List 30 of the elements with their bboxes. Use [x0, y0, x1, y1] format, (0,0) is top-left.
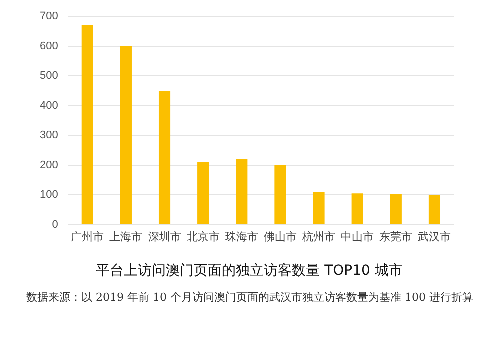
bar — [120, 46, 132, 224]
y-tick-label: 700 — [40, 10, 58, 23]
bar — [352, 194, 364, 224]
x-tick-label: 佛山市 — [264, 230, 297, 244]
bar — [158, 90, 171, 224]
y-tick-label: 300 — [40, 130, 58, 142]
x-tick-label: 深圳市 — [148, 230, 182, 244]
x-tick-label: 上海市 — [110, 230, 143, 244]
bar — [313, 192, 325, 224]
x-tick-label: 珠海市 — [225, 230, 258, 244]
bar — [274, 165, 286, 224]
text: 平台上访问澳门页面的独立访客数量 TOP10 城市 — [95, 262, 404, 280]
y-tick-label: 500 — [40, 70, 58, 82]
x-tick-label: 东莞市 — [380, 230, 413, 244]
x-tick-label: 杭州市 — [302, 230, 336, 244]
bar — [390, 194, 402, 224]
bar — [428, 195, 441, 224]
source-note: 数据来源：以 2019 年前 10 个月访问澳门页面的武汉市独立访客数量为基准 100 进行折算 — [26, 290, 474, 306]
x-tick-label: 中山市 — [341, 230, 374, 244]
y-tick-label: 0 — [52, 218, 58, 231]
bar — [236, 159, 248, 224]
x-tick-label: 北京市 — [186, 230, 220, 244]
y-tick-label: 200 — [40, 159, 58, 172]
y-tick-label: 400 — [40, 100, 58, 112]
x-tick-label: 武汉市 — [418, 230, 452, 244]
bar — [198, 162, 210, 224]
bar — [82, 26, 94, 224]
y-tick-label: 100 — [40, 189, 58, 202]
x-tick-label: 广州市 — [71, 230, 104, 244]
y-tick-label: 600 — [40, 40, 58, 52]
